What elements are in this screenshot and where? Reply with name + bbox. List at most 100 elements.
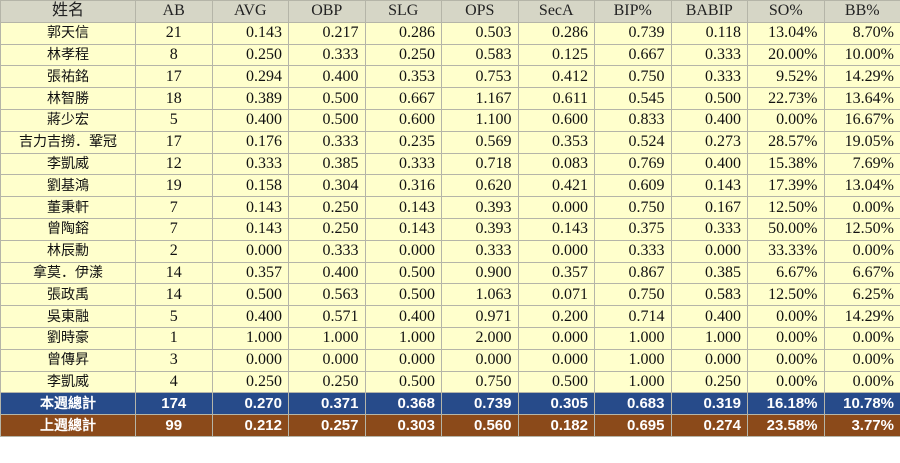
table-row: 林智勝 18 0.389 0.500 0.667 1.167 0.611 0.545 0.500… xyxy=(0,87,900,110)
table-row: 林辰勳 2 0.000 0.333 0.000 0.333 0.000 0.333 0.000 3… xyxy=(0,239,900,263)
cell-bip: 0.609 xyxy=(594,174,672,198)
cell-so: 0.00% xyxy=(747,348,825,372)
cell-babip: 0.400 xyxy=(670,305,748,328)
cell-bb: 13.04% xyxy=(823,174,900,198)
cell-obp: 0.217 xyxy=(288,21,366,45)
cell-name: 林辰勳 xyxy=(0,239,136,263)
cell-obp: 0.333 xyxy=(288,43,366,67)
cell-slg: 0.000 xyxy=(364,239,442,263)
total-slg: 0.368 xyxy=(364,392,442,416)
header-slg: SLG xyxy=(364,0,442,23)
cell-bb: 0.00% xyxy=(823,326,900,350)
header-bb: BB% xyxy=(823,0,900,23)
last-week-total-row: 上週總計 99 0.212 0.257 0.303 0.560 0.182 0.… xyxy=(0,414,900,437)
cell-so: 50.00% xyxy=(747,217,825,241)
cell-babip: 0.167 xyxy=(670,196,748,219)
cell-babip: 0.400 xyxy=(670,108,748,132)
cell-ops: 0.569 xyxy=(441,130,519,154)
table-body: 郭天信 21 0.143 0.217 0.286 0.503 0.286 0.739 0.118… xyxy=(0,21,900,437)
cell-bip: 0.750 xyxy=(594,283,672,307)
cell-seca: 0.071 xyxy=(517,283,595,307)
cell-ab: 12 xyxy=(135,152,213,176)
cell-bip: 0.375 xyxy=(594,217,672,241)
cell-name: 董秉軒 xyxy=(0,196,136,219)
cell-bip: 1.000 xyxy=(594,370,672,394)
cell-bip: 0.714 xyxy=(594,305,672,328)
cell-avg: 0.357 xyxy=(211,261,289,285)
cell-babip: 0.273 xyxy=(670,130,748,154)
cell-seca: 0.611 xyxy=(517,87,595,110)
cell-bb: 6.67% xyxy=(823,261,900,285)
cell-babip: 0.143 xyxy=(670,174,748,198)
cell-ab: 19 xyxy=(135,174,213,198)
table-row: 董秉軒 7 0.143 0.250 0.143 0.393 0.000 0.750 0.167 1… xyxy=(0,196,900,219)
table-row: 李凱威 12 0.333 0.385 0.333 0.718 0.083 0.769 0.400… xyxy=(0,152,900,176)
cell-obp: 0.500 xyxy=(288,108,366,132)
cell-seca: 0.500 xyxy=(517,370,595,394)
total-ab: 99 xyxy=(135,414,213,437)
cell-seca: 0.412 xyxy=(517,65,595,89)
cell-name: 張祐銘 xyxy=(0,65,136,89)
cell-ab: 14 xyxy=(135,261,213,285)
cell-slg: 0.600 xyxy=(364,108,442,132)
header-name: 姓名 xyxy=(0,0,136,23)
cell-ops: 0.333 xyxy=(441,239,519,263)
cell-name: 張政禹 xyxy=(0,283,136,307)
cell-ops: 0.718 xyxy=(441,152,519,176)
cell-babip: 0.000 xyxy=(670,348,748,372)
cell-slg: 0.333 xyxy=(364,152,442,176)
cell-ab: 17 xyxy=(135,130,213,154)
cell-obp: 0.385 xyxy=(288,152,366,176)
cell-bip: 0.833 xyxy=(594,108,672,132)
cell-name: 吉力吉撈．鞏冠 xyxy=(0,130,136,154)
cell-ab: 8 xyxy=(135,43,213,67)
cell-ops: 1.167 xyxy=(441,87,519,110)
cell-obp: 0.571 xyxy=(288,305,366,328)
cell-avg: 0.250 xyxy=(211,370,289,394)
cell-bip: 0.524 xyxy=(594,130,672,154)
cell-so: 0.00% xyxy=(747,370,825,394)
cell-slg: 0.250 xyxy=(364,43,442,67)
cell-name: 吳東融 xyxy=(0,305,136,328)
cell-obp: 0.563 xyxy=(288,283,366,307)
cell-obp: 0.400 xyxy=(288,261,366,285)
cell-ab: 21 xyxy=(135,21,213,45)
cell-ops: 0.750 xyxy=(441,370,519,394)
table-row: 劉基鴻 19 0.158 0.304 0.316 0.620 0.421 0.609 0.143… xyxy=(0,174,900,198)
cell-seca: 0.421 xyxy=(517,174,595,198)
cell-name: 林智勝 xyxy=(0,87,136,110)
cell-bb: 0.00% xyxy=(823,370,900,394)
cell-slg: 0.353 xyxy=(364,65,442,89)
total-avg: 0.212 xyxy=(211,414,289,437)
total-bip: 0.695 xyxy=(594,414,672,437)
cell-seca: 0.143 xyxy=(517,217,595,241)
cell-slg: 1.000 xyxy=(364,326,442,350)
cell-slg: 0.500 xyxy=(364,261,442,285)
cell-slg: 0.400 xyxy=(364,305,442,328)
cell-avg: 1.000 xyxy=(211,326,289,350)
header-avg: AVG xyxy=(211,0,289,23)
table-row: 張政禹 14 0.500 0.563 0.500 1.063 0.071 0.750 0.583… xyxy=(0,283,900,307)
cell-bb: 7.69% xyxy=(823,152,900,176)
cell-babip: 0.250 xyxy=(670,370,748,394)
cell-ab: 14 xyxy=(135,283,213,307)
cell-slg: 0.286 xyxy=(364,21,442,45)
cell-bip: 0.769 xyxy=(594,152,672,176)
cell-bip: 1.000 xyxy=(594,348,672,372)
total-seca: 0.305 xyxy=(517,392,595,416)
cell-babip: 0.400 xyxy=(670,152,748,176)
cell-avg: 0.000 xyxy=(211,348,289,372)
cell-ab: 4 xyxy=(135,370,213,394)
cell-so: 6.67% xyxy=(747,261,825,285)
total-avg: 0.270 xyxy=(211,392,289,416)
cell-avg: 0.500 xyxy=(211,283,289,307)
cell-slg: 0.500 xyxy=(364,283,442,307)
cell-bip: 0.750 xyxy=(594,65,672,89)
cell-so: 17.39% xyxy=(747,174,825,198)
cell-babip: 0.385 xyxy=(670,261,748,285)
header-ab: AB xyxy=(135,0,213,23)
total-babip: 0.319 xyxy=(670,392,748,416)
cell-seca: 0.000 xyxy=(517,348,595,372)
table-row: 曾傳昇 3 0.000 0.000 0.000 0.000 0.000 1.000 0.000 0… xyxy=(0,348,900,372)
cell-babip: 0.333 xyxy=(670,217,748,241)
